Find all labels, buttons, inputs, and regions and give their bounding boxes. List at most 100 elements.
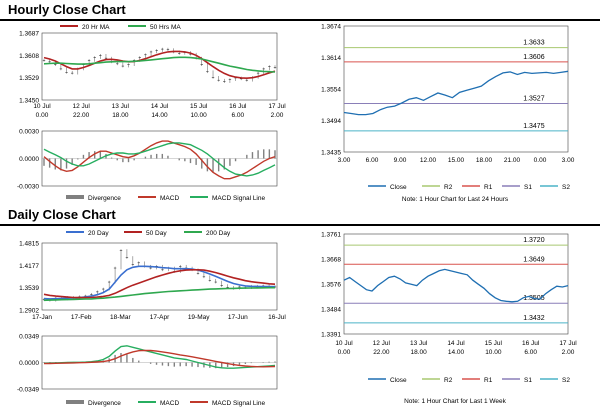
hourly-close-level-r1-label: 1.3606 <box>523 54 545 61</box>
daily-close-xtick-label: 14 Jul <box>447 340 465 347</box>
hourly-close-note: Note: 1 Hour Chart for Last 24 Hours <box>401 196 509 203</box>
hourly-price-plot-frame <box>41 32 278 101</box>
daily-section-rule <box>0 224 600 226</box>
hourly-price-xtick-label: 17 Jul <box>268 103 286 110</box>
daily-price-xtick-label: 16-Jul <box>268 314 286 321</box>
hourly-price-legend-ma20-label: 20 Hr MA <box>82 24 110 31</box>
daily-price-ytick-label: 1.4177 <box>19 263 39 270</box>
daily-price-plot-frame <box>41 242 278 311</box>
hourly-close-level-s2-label: 1.3475 <box>523 123 545 130</box>
hourly-close-legend-r2-label: R2 <box>444 184 453 191</box>
daily-price-d50-line <box>43 269 276 299</box>
hourly-section-rule <box>0 19 600 21</box>
daily-macd-signal-line <box>43 349 276 368</box>
hourly-price-xtick-label: 15 Jul <box>190 103 208 110</box>
daily-close-ytick-label: 1.3484 <box>321 307 341 314</box>
daily-close-ytick-label: 1.3391 <box>321 332 341 339</box>
hourly-price-xtick-label: 13 Jul <box>112 103 130 110</box>
daily-price-legend-d200-label: 200 Day <box>206 230 231 237</box>
daily-price-ytick-label: 1.2902 <box>19 308 39 315</box>
hourly-price-xtick-label: 2.00 <box>271 112 284 119</box>
daily-price-xtick-label: 17-Jan <box>32 314 52 321</box>
hourly-close-xtick-label: 3.00 <box>338 157 351 164</box>
daily-close-legend-close-label: Close <box>390 377 407 384</box>
daily-close-xtick-label: 16 Jul <box>522 340 540 347</box>
daily-close-legend-r2-label: R2 <box>444 377 453 384</box>
hourly-macd-legend-divergence-swatch <box>66 195 84 199</box>
hourly-macd-legend-divergence-label: Divergence <box>88 195 121 202</box>
hourly-close-ytick-label: 1.3614 <box>321 55 341 62</box>
daily-price-d20-line <box>43 265 276 300</box>
daily-price-xtick-label: 17-Jun <box>228 314 248 321</box>
daily-close-close-line <box>343 268 569 303</box>
hourly-close-xtick-label: 0.00 <box>534 157 547 164</box>
daily-macd-legend-macd-label: MACD <box>160 400 179 407</box>
hourly-price-xtick-label: 6.00 <box>232 112 245 119</box>
hourly-close-ytick-label: 1.3435 <box>321 150 341 157</box>
hourly-macd-ytick-label: -0.0030 <box>17 184 39 191</box>
daily-close-ytick-label: 1.3576 <box>321 282 341 289</box>
hourly-macd-legend-macd-label: MACD <box>160 195 179 202</box>
daily-close-xtick-label: 2.00 <box>562 349 575 356</box>
daily-price-legend-d20-label: 20 Day <box>88 230 109 237</box>
daily-close-xtick-label: 10 Jul <box>335 340 353 347</box>
daily-close-legend-s1-label: S1 <box>524 377 532 384</box>
hourly-price-xtick-label: 0.00 <box>36 112 49 119</box>
daily-macd-chart: 0.0349 0.0000 -0.0349 Divergence MACD MACD Si… <box>17 334 278 407</box>
hourly-close-xtick-label: 12.00 <box>420 157 437 164</box>
hourly-price-xtick-label: 22.00 <box>73 112 90 119</box>
hourly-price-ytick-label: 1.3529 <box>19 75 39 82</box>
hourly-price-ytick-label: 1.3608 <box>19 53 39 60</box>
hourly-close-ytick-label: 1.3554 <box>321 87 341 94</box>
hourly-price-ma50-line <box>43 56 276 73</box>
hourly-close-legend-r1-label: R1 <box>484 184 493 191</box>
daily-price-xtick-label: 17-Apr <box>150 314 170 321</box>
daily-close-xtick-label: 18.00 <box>411 349 428 356</box>
daily-close-note: Note: 1 Hour Chart for Last 1 Week <box>404 398 506 405</box>
daily-close-plot-frame <box>343 233 569 335</box>
hourly-close-plot-frame <box>343 25 569 153</box>
hourly-close-ytick-label: 1.3494 <box>321 118 341 125</box>
daily-close-level-r2-label: 1.3720 <box>523 237 545 244</box>
hourly-close-level-r2-label: 1.3633 <box>523 40 545 47</box>
hourly-price-xtick-label: 18.00 <box>112 112 129 119</box>
hourly-macd-signal-line <box>43 142 276 177</box>
daily-macd-legend-divergence-label: Divergence <box>88 400 121 407</box>
daily-price-xtick-label: 18-Mar <box>110 314 131 321</box>
hourly-close-close-line <box>343 70 569 116</box>
daily-macd-ytick-label: 0.0349 <box>19 334 39 341</box>
hourly-close-xtick-label: 18.00 <box>476 157 493 164</box>
hourly-price-xtick-label: 10 Jul <box>33 103 51 110</box>
daily-macd-legend-divergence-swatch <box>66 400 84 404</box>
hourly-close-legend-close-label: Close <box>390 184 407 191</box>
daily-close-legend-r1-label: R1 <box>484 377 493 384</box>
daily-macd-legend-signal-label: MACD Signal Line <box>212 400 265 407</box>
daily-close-level-s2-label: 1.3432 <box>523 315 545 322</box>
daily-price-xtick-label: 17-Feb <box>71 314 92 321</box>
hourly-section-title: Hourly Close Chart <box>8 2 126 17</box>
hourly-close-xtick-label: 9.00 <box>394 157 407 164</box>
daily-close-xtick-label: 15 Jul <box>485 340 503 347</box>
daily-price-legend-d50-label: 50 Day <box>146 230 167 237</box>
daily-price-ytick-label: 1.3539 <box>19 285 39 292</box>
hourly-macd-macd-line <box>43 140 276 180</box>
hourly-close-xtick-label: 6.00 <box>366 157 379 164</box>
hourly-price-ma20-line <box>43 50 276 80</box>
daily-close-xtick-label: 22.00 <box>373 349 390 356</box>
hourly-close-legend-s2-label: S2 <box>562 184 570 191</box>
daily-close-xtick-label: 6.00 <box>524 349 537 356</box>
daily-close-level-r1-label: 1.3649 <box>523 256 545 263</box>
hourly-price-xtick-label: 16 Jul <box>229 103 247 110</box>
hourly-price-xtick-label: 14 Jul <box>151 103 169 110</box>
hourly-close-xtick-label: 3.00 <box>562 157 575 164</box>
daily-price-xtick-label: 19-May <box>188 314 210 321</box>
daily-macd-ytick-label: 0.0000 <box>19 360 39 367</box>
daily-close-xtick-label: 17 Jul <box>559 340 577 347</box>
daily-close-xtick-label: 0.00 <box>338 349 351 356</box>
daily-close-ytick-label: 1.3668 <box>321 257 341 264</box>
hourly-close-legend-s1-label: S1 <box>524 184 532 191</box>
